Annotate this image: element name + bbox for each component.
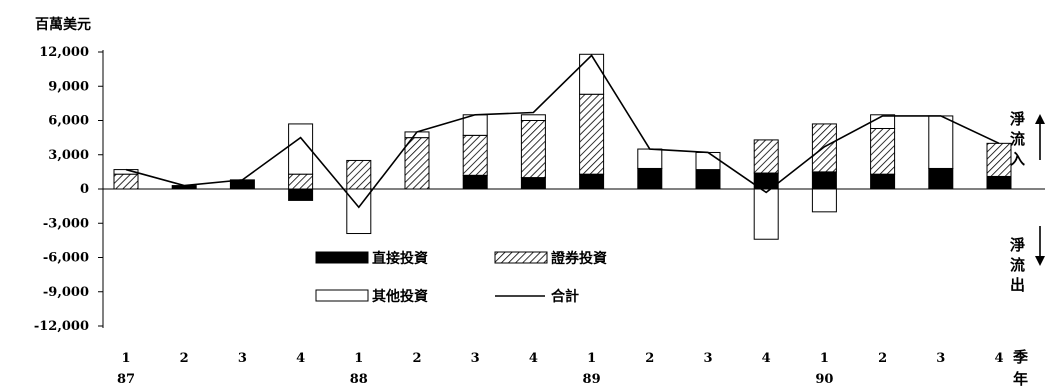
y-tick-label: 9,000 (48, 79, 89, 94)
bar-solid (870, 173, 896, 190)
y-tick-label: 3,000 (48, 148, 89, 163)
legend-swatch (315, 289, 369, 302)
bar-solid (288, 188, 314, 201)
bar-hatch (986, 142, 1012, 177)
bar-hollow (579, 53, 605, 95)
bar-solid (811, 171, 837, 190)
bar-hatch (579, 93, 605, 175)
bar-solid (986, 175, 1012, 190)
total-line (125, 54, 1000, 209)
x-tick-label: 4 (994, 351, 1003, 366)
x-tick-label: 1 (820, 351, 829, 366)
legend-swatch (315, 251, 369, 264)
bar-hollow (637, 148, 663, 169)
bar-hollow (928, 115, 954, 169)
bar-hollow (695, 151, 721, 171)
bar-hollow (288, 123, 314, 175)
x-axis-unit-label: 季 (1013, 348, 1028, 366)
x-tick-label: 3 (238, 351, 247, 366)
year-label: 88 (350, 372, 368, 387)
bar-hollow (811, 188, 837, 213)
inflow-label: 流 (1010, 130, 1025, 148)
bar-solid (462, 174, 488, 190)
x-tick-label: 1 (121, 351, 130, 366)
bar-hatch (753, 139, 779, 174)
bar-solid (695, 169, 721, 190)
x-tick-label: 3 (936, 351, 945, 366)
outflow-label: 出 (1010, 276, 1025, 294)
year-label: 90 (815, 372, 833, 387)
x-tick-label: 2 (180, 351, 189, 366)
x-tick-label: 1 (354, 351, 363, 366)
y-tick-label: -12,000 (34, 319, 89, 334)
x-tick-label: 2 (645, 351, 654, 366)
y-tick-label: 6,000 (48, 114, 89, 129)
bar-hatch (811, 123, 837, 173)
bar-hollow (753, 188, 779, 240)
year-label: 89 (583, 372, 601, 387)
inflow-label: 入 (1010, 150, 1025, 168)
bar-hollow (520, 114, 546, 121)
outflow-arrow-head (1035, 256, 1045, 266)
x-tick-label: 3 (471, 351, 480, 366)
total-line-layer (125, 54, 1000, 209)
x-tick-label: 2 (412, 351, 421, 366)
y-tick-label: -6,000 (43, 251, 89, 266)
x-tick-label: 2 (878, 351, 887, 366)
legend-swatch (494, 251, 548, 264)
x-tick-label: 4 (529, 351, 538, 366)
bars (113, 53, 1012, 240)
legend-label: 合計 (551, 288, 579, 305)
legend-label: 直接投資 (372, 250, 428, 267)
bar-hatch (870, 127, 896, 175)
bar-hatch (113, 173, 139, 190)
x-axis-ticks: 1 2 3 4 1 2 3 4 1 2 3 4 1 2 3 4 87 88 89 90 (117, 351, 1004, 387)
bar-hollow (870, 114, 896, 129)
bar-hatch (404, 137, 430, 190)
bar-hatch (462, 134, 488, 176)
outflow-label: 淨 (1010, 236, 1025, 254)
x-tick-label: 4 (762, 351, 771, 366)
bar-hatch (288, 173, 314, 190)
x-tick-label: 3 (703, 351, 712, 366)
year-label: 87 (117, 372, 135, 387)
y-tick-label: 12,000 (39, 45, 89, 60)
y-tick-label: 0 (80, 182, 89, 197)
x-tick-label: 1 (587, 351, 596, 366)
bar-solid (637, 167, 663, 190)
y-tick-label: -3,000 (43, 216, 89, 231)
outflow-label: 流 (1010, 256, 1025, 274)
bar-hollow (346, 188, 372, 235)
unit-label: 百萬美元 (35, 16, 91, 33)
bar-solid (579, 173, 605, 190)
y-tick-label: -9,000 (43, 285, 89, 300)
legend-label: 其他投資 (372, 288, 428, 305)
bar-solid (928, 167, 954, 190)
bar-hatch (346, 159, 372, 190)
inflow-arrow-head (1035, 114, 1045, 124)
inflow-label: 淨 (1010, 110, 1025, 128)
bar-solid (520, 177, 546, 190)
legend-label: 證券投資 (551, 250, 607, 267)
bar-hatch (520, 120, 546, 179)
x-tick-label: 4 (296, 351, 305, 366)
x-axis-unit-label-2: 年 (1013, 370, 1028, 388)
